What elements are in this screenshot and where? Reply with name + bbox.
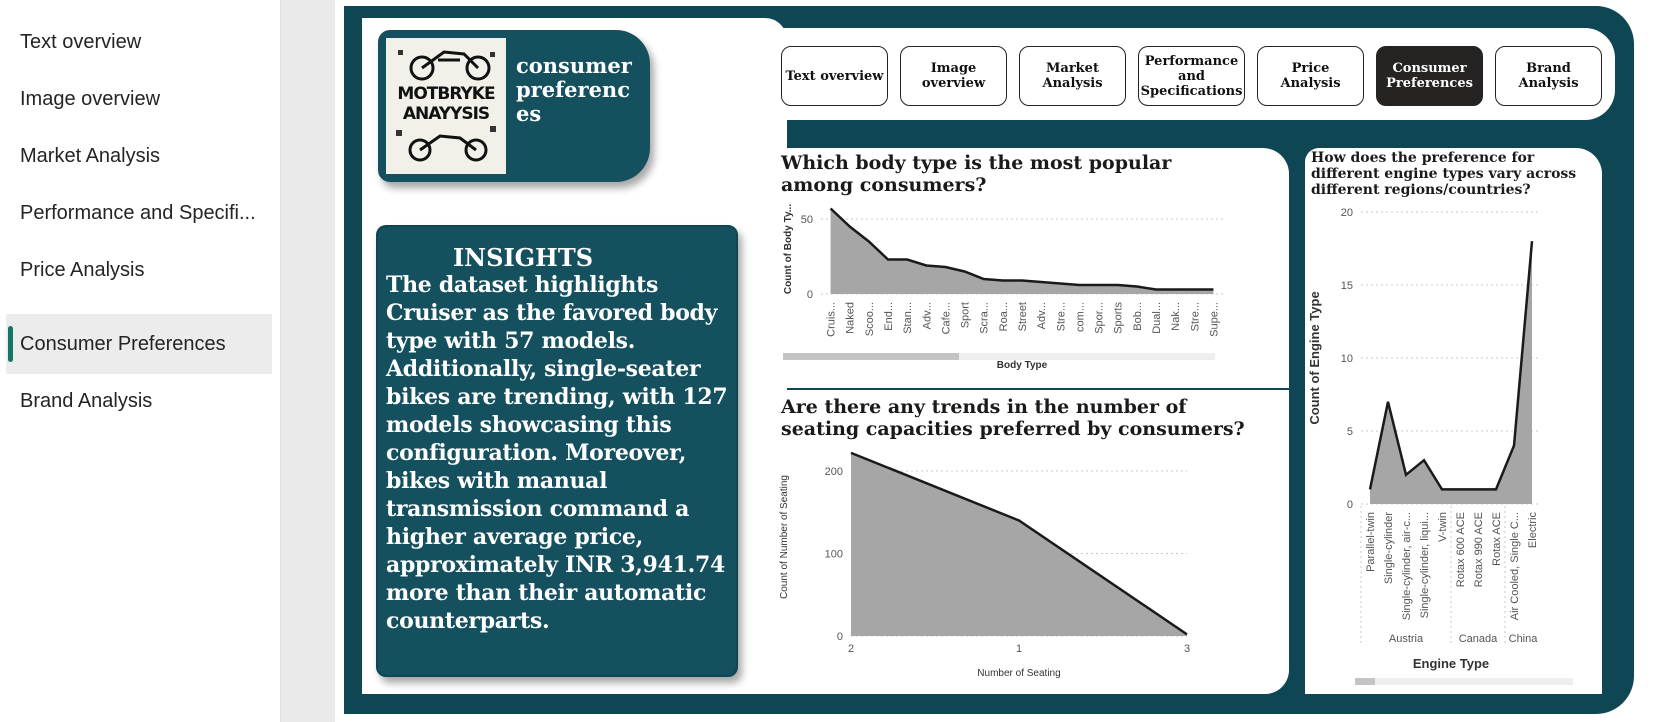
x-axis-title: Body Type	[997, 360, 1048, 371]
price-analysis-button[interactable]: Price Analysis	[1257, 46, 1364, 106]
brand-analysis-button[interactable]: Brand Analysis	[1495, 46, 1602, 106]
x-tick-label: Sports	[1113, 302, 1125, 334]
x-tick-label: Nak...	[1170, 302, 1182, 331]
x-tick-label: Rotax 600 ACE	[1455, 512, 1467, 587]
insights-title: INSIGHTS	[452, 243, 594, 272]
x-tick-label: 2	[848, 643, 854, 655]
scrollbar-thumb	[1355, 678, 1375, 685]
page-navigation-pane: Text overview Image overview Market Anal…	[0, 0, 281, 722]
y-tick-label: 15	[1341, 280, 1353, 292]
body-type-chart-panel: Which body type is the most popular amon…	[775, 148, 1289, 388]
x-tick-label: Cafe...	[940, 302, 952, 334]
x-tick-label: Parallel-twin	[1365, 512, 1377, 572]
series-area	[851, 452, 1187, 636]
x-tick-label: Naked	[845, 302, 857, 334]
logo-text: MOTBRYKE ANAYYSIS	[397, 84, 495, 124]
seating-area-chart[interactable]: 0 100 200 2 1 3 Number of Seating Count of Numb…	[775, 390, 1289, 694]
chart-title: How does the preference for different en…	[1311, 150, 1577, 198]
text-overview-button[interactable]: Text overview	[781, 46, 888, 106]
page-title: consumer preferenc es	[516, 53, 632, 126]
x-tick-label: Spor...	[1094, 302, 1106, 334]
x-axis-title: Engine Type	[1413, 656, 1489, 671]
chart-title: Are there any trends in the number of se…	[781, 396, 1245, 440]
y-tick-label: 0	[807, 289, 813, 301]
y-tick-label: 20	[1341, 207, 1353, 219]
y-axis-title: Count of Number of Seating	[779, 475, 790, 599]
x-tick-label: Single-cylinder, air-c...	[1401, 512, 1413, 620]
x-axis-title: Number of Seating	[977, 668, 1060, 679]
nav-item-market-analysis[interactable]: Market Analysis	[20, 144, 161, 167]
y-tick-label: 50	[801, 214, 813, 226]
insights-card: INSIGHTS The dataset highlights Cruiser …	[376, 225, 738, 677]
consumer-preferences-button[interactable]: Consumer Preferences	[1376, 46, 1483, 106]
x-tick-label: Cruis...	[826, 302, 838, 337]
x-tick-label: Stre...	[1055, 302, 1067, 331]
motorbike-logo-graphic	[396, 50, 496, 162]
x-tick-label: Rotax ACE	[1491, 512, 1503, 566]
x-tick-label: 3	[1184, 643, 1190, 655]
y-tick-label: 10	[1341, 353, 1353, 365]
x-tick-label: Supe...	[1208, 302, 1220, 337]
y-tick-label: 0	[837, 631, 843, 643]
body-type-area-chart[interactable]: 0 50 Cruis... Naked Scoo... End... Stan... Adv.…	[775, 148, 1289, 388]
nav-item-consumer-preferences[interactable]: Consumer Preferences	[6, 314, 272, 374]
x-tick-label: Single-cylinder, liqui...	[1419, 512, 1431, 618]
x-tick-label: 1	[1016, 643, 1022, 655]
x-tick-label: Bob...	[1132, 302, 1144, 331]
scrollbar-track	[783, 353, 1215, 360]
x-tick-label: Scoo...	[864, 302, 876, 336]
nav-item-price-analysis[interactable]: Price Analysis	[20, 258, 145, 281]
scrollbar-track	[1355, 678, 1573, 685]
x-tick-label: Dual...	[1151, 302, 1163, 334]
y-axis-title: Count of Engine Type	[1307, 291, 1322, 424]
x-tick-label: V-twin	[1437, 512, 1449, 542]
x-tick-label: Sport	[960, 302, 972, 328]
x-tick-label: Stan...	[902, 302, 914, 334]
y-tick-label: 5	[1347, 426, 1353, 438]
series-line	[1368, 241, 1534, 491]
insights-text: The dataset highlights Cruiser as the fa…	[386, 272, 728, 634]
y-tick-label: 200	[825, 466, 843, 478]
x-tick-label: End...	[883, 302, 895, 331]
y-axis-title: Count of Body Ty...	[783, 204, 794, 294]
nav-item-image-overview[interactable]: Image overview	[20, 87, 161, 110]
scrollbar-thumb	[783, 353, 959, 360]
series-line	[829, 207, 1214, 291]
x-group-label: Canada	[1459, 633, 1498, 645]
motorbike-logo: MOTBRYKE ANAYYSIS	[386, 38, 506, 174]
y-tick-label: 100	[825, 549, 843, 561]
page-button-bar: Text overview Image overview Market Anal…	[775, 28, 1615, 120]
series-line	[850, 451, 1188, 636]
engine-type-area-chart[interactable]: 0 5 10 15 20 Parallel-twin Single-cylinder Sing…	[1305, 148, 1602, 694]
x-tick-label: Roa...	[998, 302, 1010, 331]
market-analysis-button[interactable]: Market Analysis	[1019, 46, 1126, 106]
image-overview-button[interactable]: Image overview	[900, 46, 1007, 106]
series-area	[1370, 241, 1532, 504]
x-tick-label: com...	[1074, 302, 1086, 332]
x-tick-label: Street	[1017, 302, 1029, 331]
series-area	[830, 208, 1214, 294]
engine-type-chart-panel: How does the preference for different en…	[1305, 148, 1602, 694]
x-tick-label: Single-cylinder	[1383, 512, 1395, 584]
chart-title: Which body type is the most popular amon…	[781, 152, 1172, 196]
x-tick-label: Rotax 990 ACE	[1473, 512, 1485, 587]
x-tick-label: Adv...	[921, 302, 933, 329]
x-tick-label: Air Cooled, Single C...	[1509, 512, 1521, 620]
header-card: MOTBRYKE ANAYYSIS consumer preferenc es	[378, 30, 650, 182]
x-tick-label: Scra...	[979, 302, 991, 334]
nav-item-performance-and-specifications[interactable]: Performance and Specifi...	[20, 201, 256, 224]
x-tick-label: Electric	[1527, 512, 1539, 549]
x-group-label: China	[1509, 633, 1539, 645]
x-tick-label: Adv...	[1036, 302, 1048, 329]
x-tick-label: Stre...	[1189, 302, 1201, 331]
nav-item-text-overview[interactable]: Text overview	[20, 30, 142, 53]
y-tick-label: 0	[1347, 499, 1353, 511]
seating-chart-panel: Are there any trends in the number of se…	[775, 390, 1289, 694]
performance-and-specifications-button[interactable]: Performance and Specifications	[1138, 46, 1245, 106]
x-group-label: Austria	[1389, 633, 1424, 645]
nav-item-brand-analysis[interactable]: Brand Analysis	[20, 389, 153, 412]
